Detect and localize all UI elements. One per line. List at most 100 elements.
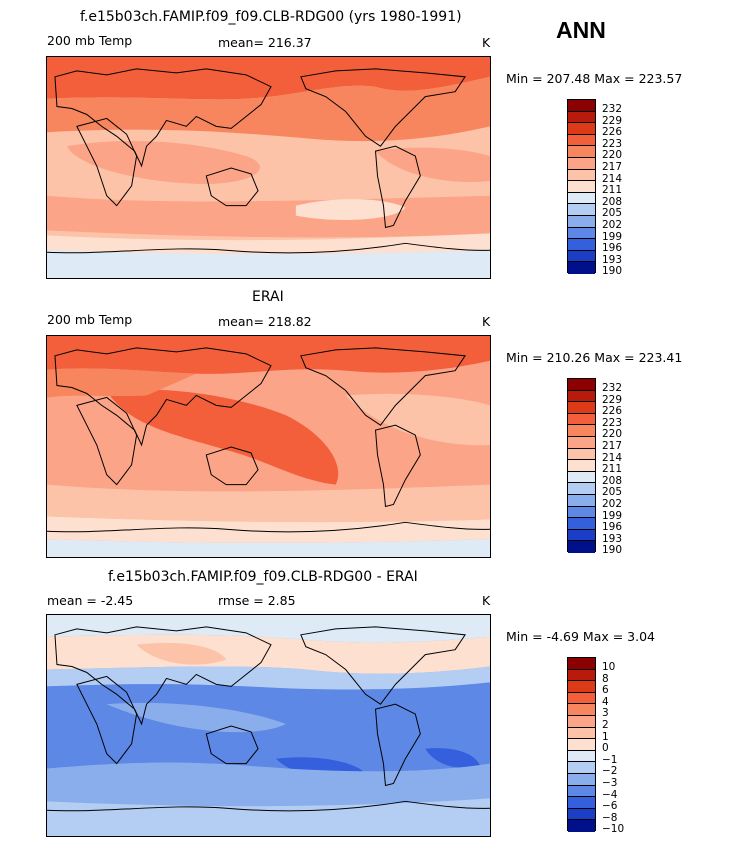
field-patch-warm-pool [106,389,339,485]
colorbar-tick-label: −4 [602,788,618,801]
colorbar-swatch [568,227,595,240]
colorbar-swatch [568,157,595,170]
colorbar-tick-label: 202 [602,498,623,510]
panel-3-rmse: rmse = 2.85 [218,593,296,608]
colorbar-tick-label: 223 [602,137,623,150]
colorbar-tick-label: 217 [602,440,623,452]
colorbar-swatch [568,448,595,461]
panel-3-colorbar [567,657,596,832]
panel-3-units: K [482,593,491,608]
coastline-north-america [300,68,466,147]
coastline-africa [76,117,138,207]
colorbar-tick-label: 193 [602,253,623,266]
panel-3-mean: mean = -2.45 [47,593,134,608]
panel-1-mean: mean= 216.37 [218,35,312,50]
panel-3-title: f.e15b03ch.FAMIP.f09_f09.CLB-RDG00 - ERA… [108,569,418,585]
panel-2-colorbar [567,378,596,553]
field-patch-atlantic [375,147,490,182]
colorbar-swatch [568,111,595,124]
colorbar-swatch [568,436,595,449]
colorbar-swatch [568,715,595,728]
coastlines [47,626,490,812]
colorbar-tick-label: 205 [602,207,623,220]
colorbar-tick-label: 199 [602,230,623,243]
colorbar-swatch [568,541,595,553]
colorbar-swatch [568,750,595,763]
colorbar-tick-label: 10 [602,661,616,673]
colorbar-tick-label: 229 [602,114,623,127]
colorbar-swatch [568,262,595,274]
colorbar-tick-label: 214 [602,172,623,185]
panel-1-colorbar [567,99,596,274]
colorbar-tick-label: 223 [602,416,623,429]
colorbar-tick-label: 232 [602,103,623,115]
coastline-antarctica [47,242,490,254]
field-patch-atlantic [425,748,481,768]
colorbar-swatch [568,181,595,193]
colorbar-swatch [568,692,595,705]
colorbar-swatch [568,471,595,484]
panel-3-map [46,614,491,837]
colorbar-swatch [568,460,595,472]
panel-1-title: f.e15b03ch.FAMIP.f09_f09.CLB-RDG00 (yrs … [80,9,462,25]
colorbar-tick-label: 211 [602,463,623,476]
field-patch-atlantic [345,393,490,446]
colorbar-tick-label: 232 [602,382,623,394]
colorbar-swatch [568,204,595,216]
colorbar-swatch [568,239,595,251]
field-band-north [47,336,490,374]
colorbar-tick-label: −6 [602,800,618,813]
colorbar-tick-label: −10 [602,823,625,836]
colorbar-tick-label: −2 [602,765,618,778]
field-band-high-lat [47,76,490,142]
panel-2-minmax: Min = 210.26 Max = 223.41 [506,350,683,365]
colorbar-swatch [568,390,595,403]
coastline-north-america [300,347,466,426]
colorbar-tick-label: −3 [602,777,618,789]
field-patch-eurasia [136,642,227,665]
colorbar-tick-label: 220 [602,428,623,441]
colorbar-swatch [568,773,595,786]
colorbar-tick-label: 226 [602,126,623,139]
panel-1-minmax: Min = 207.48 Max = 223.57 [506,71,683,86]
panel-1-map [46,56,491,279]
colorbar-swatch [568,215,595,228]
colorbar-tick-label: 220 [602,149,623,162]
coastline-africa [76,675,138,765]
colorbar-tick-label: 190 [602,265,623,278]
colorbar-tick-label: 193 [602,532,623,545]
colorbar-swatch [568,785,595,798]
coastline-antarctica [47,521,490,533]
colorbar-swatch [568,413,595,426]
coastline-eurasia [54,626,272,726]
colorbar-swatch [568,483,595,495]
panel-3-minmax: Min = -4.69 Max = 3.04 [506,629,656,644]
coastline-australia [205,725,259,765]
field-band-southern [47,762,490,807]
coastlines [47,347,490,533]
season-label: ANN [556,17,606,43]
colorbar-tick-label: 190 [602,544,623,557]
colorbar-tick-label: 196 [602,242,623,255]
coastline-eurasia [54,347,272,447]
colorbar-swatch [568,425,595,437]
panel-1-units: K [482,35,491,50]
field-band-transition [47,666,490,690]
panel-2-mean: mean= 218.82 [218,314,312,329]
field-band-antarctic [47,539,490,557]
colorbar-swatch [568,402,595,414]
coastline-south-america [374,424,421,508]
field-band-north [47,57,490,100]
coastline-australia [205,446,259,486]
coastline-eurasia [54,68,272,168]
panel-2-map [46,335,491,558]
colorbar-tick-label: 6 [602,684,609,697]
colorbar-tick-label: −1 [602,753,618,766]
colorbar-tick-label: 4 [602,695,609,708]
colorbar-tick-label: 2 [602,719,609,731]
colorbar-swatch [568,379,595,391]
colorbar-tick-label: 1 [602,730,609,743]
field-band-polar [47,615,490,643]
panel-2-units: K [482,314,491,329]
colorbar-tick-label: 208 [602,474,623,487]
